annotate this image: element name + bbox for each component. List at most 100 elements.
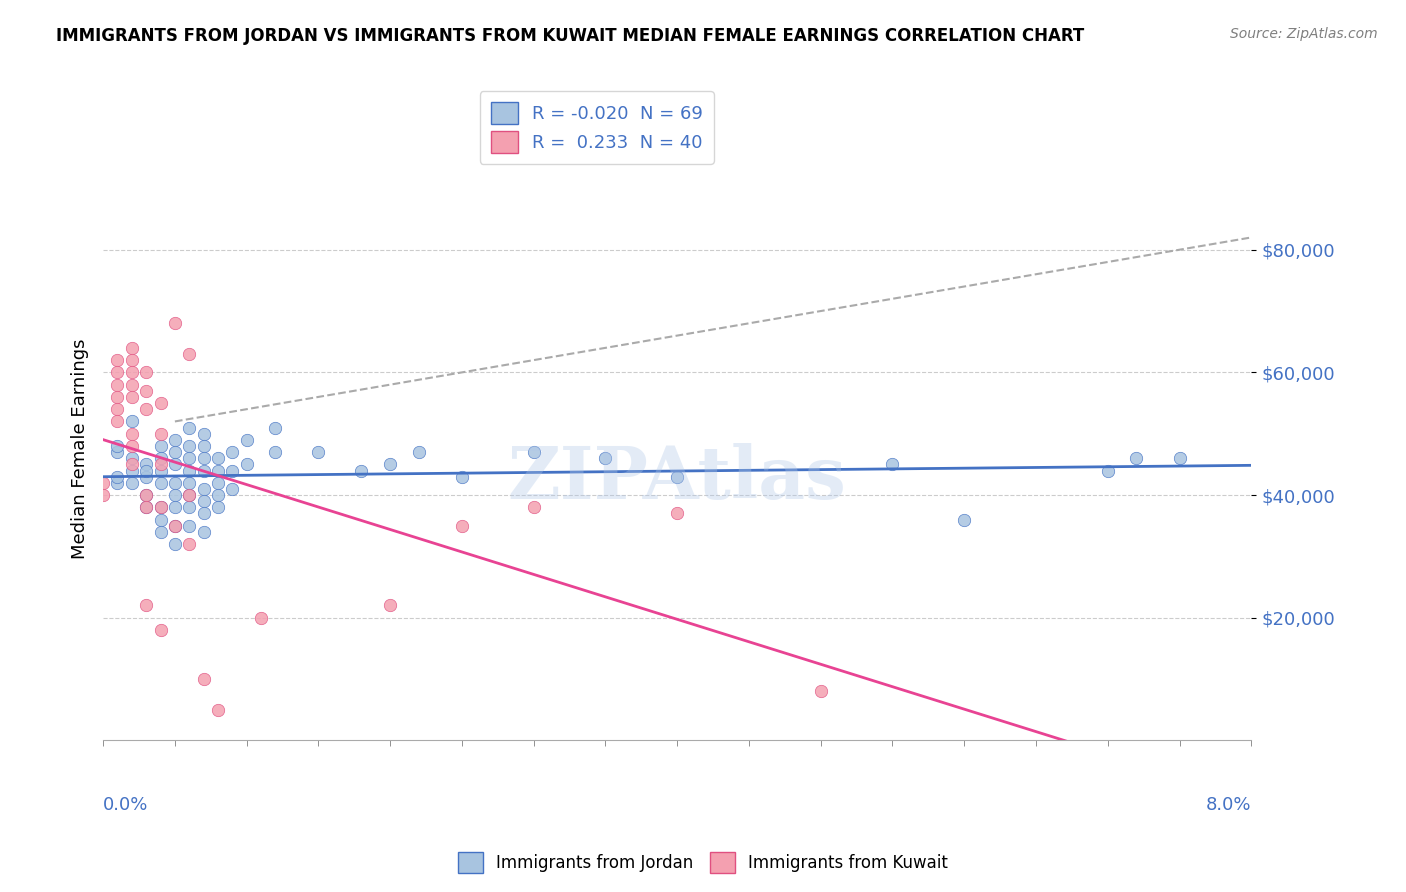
Point [121,475,143,490]
Point [451,518,474,533]
Point [179,500,201,515]
Point [250,611,273,625]
Point [179,439,201,453]
Point [107,353,129,368]
Point [163,518,186,533]
Point [121,341,143,355]
Point [107,377,129,392]
Point [264,445,287,459]
Point [179,463,201,477]
Point [91,488,114,502]
Point [163,475,186,490]
Point [193,482,215,496]
Text: IMMIGRANTS FROM JORDAN VS IMMIGRANTS FROM KUWAIT MEDIAN FEMALE EARNINGS CORRELAT: IMMIGRANTS FROM JORDAN VS IMMIGRANTS FRO… [56,27,1084,45]
Point [149,451,172,466]
Point [121,439,143,453]
Text: 0.0%: 0.0% [103,796,149,814]
Point [121,463,143,477]
Point [264,420,287,434]
Point [121,414,143,428]
Point [1168,451,1191,466]
Point [179,347,201,361]
Point [121,377,143,392]
Point [149,426,172,441]
Point [207,488,229,502]
Point [135,488,157,502]
Point [149,623,172,637]
Point [207,451,229,466]
Point [666,469,689,483]
Point [221,445,243,459]
Point [121,426,143,441]
Point [380,599,402,613]
Point [350,463,373,477]
Point [135,500,157,515]
Point [179,518,201,533]
Point [149,524,172,539]
Point [107,469,129,483]
Point [107,390,129,404]
Point [1097,463,1119,477]
Point [307,445,329,459]
Point [193,524,215,539]
Point [135,365,157,379]
Point [193,463,215,477]
Point [235,433,257,447]
Point [207,703,229,717]
Point [121,365,143,379]
Point [882,458,904,472]
Point [235,458,257,472]
Point [91,475,114,490]
Point [666,507,689,521]
Point [193,451,215,466]
Y-axis label: Median Female Earnings: Median Female Earnings [72,339,89,559]
Point [163,537,186,551]
Point [179,537,201,551]
Point [179,488,201,502]
Point [810,684,832,698]
Point [121,451,143,466]
Point [135,463,157,477]
Point [107,445,129,459]
Point [163,316,186,330]
Point [193,672,215,686]
Legend: Immigrants from Jordan, Immigrants from Kuwait: Immigrants from Jordan, Immigrants from … [451,846,955,880]
Point [149,396,172,410]
Point [107,402,129,417]
Point [121,353,143,368]
Point [163,488,186,502]
Point [135,488,157,502]
Legend: R = -0.020  N = 69, R =  0.233  N = 40: R = -0.020 N = 69, R = 0.233 N = 40 [479,91,714,164]
Point [193,439,215,453]
Point [179,451,201,466]
Point [107,414,129,428]
Point [149,475,172,490]
Point [523,445,546,459]
Point [523,500,546,515]
Point [149,513,172,527]
Point [149,439,172,453]
Point [149,458,172,472]
Point [163,518,186,533]
Point [953,513,976,527]
Text: Source: ZipAtlas.com: Source: ZipAtlas.com [1230,27,1378,41]
Point [1125,451,1147,466]
Point [135,458,157,472]
Point [193,426,215,441]
Point [595,451,617,466]
Point [221,482,243,496]
Point [163,458,186,472]
Point [207,500,229,515]
Point [163,445,186,459]
Point [107,475,129,490]
Point [207,475,229,490]
Point [207,463,229,477]
Point [179,420,201,434]
Point [149,500,172,515]
Point [451,469,474,483]
Point [149,463,172,477]
Point [179,488,201,502]
Point [221,463,243,477]
Point [193,494,215,508]
Point [107,439,129,453]
